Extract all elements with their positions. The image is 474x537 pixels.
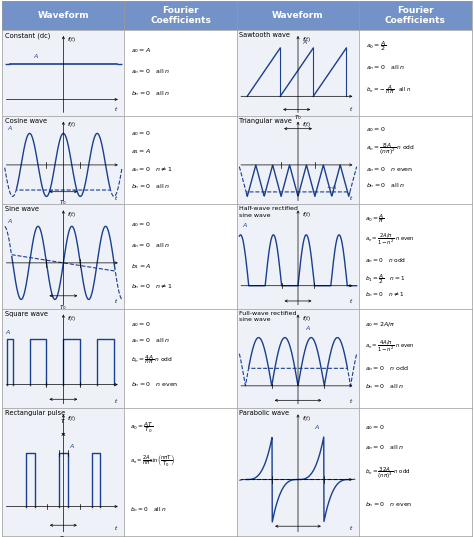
Text: $t$: $t$ <box>348 194 353 202</box>
Text: $a_0 = 0$: $a_0 = 0$ <box>131 220 151 229</box>
Text: $b_n = 0\quad n\neq1$: $b_n = 0\quad n\neq1$ <box>131 282 173 292</box>
Text: $A$: $A$ <box>305 324 311 332</box>
Text: $f(t)$: $f(t)$ <box>67 314 77 323</box>
Text: $f(t)$: $f(t)$ <box>67 414 77 423</box>
Text: $a_n = \dfrac{8A}{(n\pi)^2}\;n$ odd: $a_n = \dfrac{8A}{(n\pi)^2}\;n$ odd <box>366 141 414 156</box>
Text: $b_n = 0\quad$all $n$: $b_n = 0\quad$all $n$ <box>365 382 404 391</box>
Text: $T_0$: $T_0$ <box>294 407 302 416</box>
Text: $-A$: $-A$ <box>326 183 337 191</box>
Text: $a_n = 0\quad n$ even: $a_n = 0\quad n$ even <box>366 165 413 175</box>
Text: Fourier
Coefficients: Fourier Coefficients <box>385 6 446 25</box>
Text: $a_0 = A$: $a_0 = A$ <box>131 46 151 55</box>
Text: Sawtooth wave: Sawtooth wave <box>239 32 291 38</box>
Text: $A$: $A$ <box>5 328 11 336</box>
Text: $t$: $t$ <box>348 297 353 306</box>
Text: $t$: $t$ <box>114 397 118 404</box>
Text: $a_n = \dfrac{4A/\pi}{1-n^2}\;n$ even: $a_n = \dfrac{4A/\pi}{1-n^2}\;n$ even <box>365 338 414 354</box>
Text: $f(t)$: $f(t)$ <box>301 209 311 219</box>
Text: Constant (dc): Constant (dc) <box>5 32 50 39</box>
Text: Parabolic wave: Parabolic wave <box>239 410 290 416</box>
Text: $a_n = 0\quad n$ odd: $a_n = 0\quad n$ odd <box>365 257 406 265</box>
Text: Waveform: Waveform <box>272 11 324 20</box>
Text: $T_0$: $T_0$ <box>294 535 302 537</box>
Text: $b_n = 0\quad n$ even: $b_n = 0\quad n$ even <box>131 380 179 389</box>
Text: $T_0$: $T_0$ <box>59 534 67 537</box>
Text: $f(t)$: $f(t)$ <box>301 120 311 129</box>
Text: $T_0$: $T_0$ <box>59 406 67 415</box>
Text: $A$: $A$ <box>69 441 75 449</box>
Text: $a_0 = 0$: $a_0 = 0$ <box>365 423 384 432</box>
Text: Fourier
Coefficients: Fourier Coefficients <box>150 6 211 25</box>
Text: $a_0 = 0$: $a_0 = 0$ <box>131 321 151 329</box>
Text: Cosine wave: Cosine wave <box>5 118 47 124</box>
Text: $t$: $t$ <box>348 397 353 404</box>
Text: $t$: $t$ <box>348 524 353 532</box>
Text: $A$: $A$ <box>302 38 308 46</box>
Text: Full-wave rectified
sine wave: Full-wave rectified sine wave <box>239 310 297 322</box>
Text: $a_n = 0\quad n$ odd: $a_n = 0\quad n$ odd <box>365 364 408 373</box>
Text: $a_0 = \dfrac{AT}{T_0}$: $a_0 = \dfrac{AT}{T_0}$ <box>130 420 154 435</box>
Text: Half-wave rectified
sine wave: Half-wave rectified sine wave <box>239 206 298 217</box>
Text: $f(t)$: $f(t)$ <box>67 209 77 219</box>
Text: $a_n = 0\quad$all $n$: $a_n = 0\quad$all $n$ <box>131 67 171 76</box>
Text: $a_0 = 0$: $a_0 = 0$ <box>366 125 386 134</box>
Text: $a_0 = \dfrac{A}{\pi}$: $a_0 = \dfrac{A}{\pi}$ <box>365 213 384 226</box>
Text: $b_1 = \dfrac{A}{2}\quad n=1$: $b_1 = \dfrac{A}{2}\quad n=1$ <box>365 272 405 286</box>
Text: $T_0$: $T_0$ <box>59 198 67 207</box>
Text: $f(t)$: $f(t)$ <box>301 35 311 44</box>
Text: $f(t)$: $f(t)$ <box>67 120 77 129</box>
Text: $a_1 = A$: $a_1 = A$ <box>131 147 151 156</box>
Text: $t$: $t$ <box>348 105 353 113</box>
Text: $f(t)$: $f(t)$ <box>67 35 77 44</box>
Text: $b_n = 0\quad$all $n$: $b_n = 0\quad$all $n$ <box>131 182 171 191</box>
Text: $b_n = 0\quad n$ even: $b_n = 0\quad n$ even <box>365 500 412 509</box>
Text: Triangular wave: Triangular wave <box>239 118 292 124</box>
Text: $a_n = \dfrac{2A}{n\pi}\sin\!\left(\dfrac{n\pi T}{T_0}\right)$: $a_n = \dfrac{2A}{n\pi}\sin\!\left(\dfra… <box>130 453 175 468</box>
Text: $b_n = 0\quad$all $n$: $b_n = 0\quad$all $n$ <box>130 505 167 514</box>
Text: $b_n = \dfrac{4A}{n\pi}\;n$ odd: $b_n = \dfrac{4A}{n\pi}\;n$ odd <box>131 353 173 366</box>
Text: $t$: $t$ <box>114 194 118 202</box>
Text: $a_0 = 0$: $a_0 = 0$ <box>131 129 151 138</box>
Text: $f(t)$: $f(t)$ <box>301 314 311 323</box>
Text: $t$: $t$ <box>114 297 118 306</box>
Text: $a_n = 0\quad$all $n$: $a_n = 0\quad$all $n$ <box>366 63 405 72</box>
Text: $a_n = 0\quad n\neq1$: $a_n = 0\quad n\neq1$ <box>131 165 173 173</box>
Text: $b_n = 0\quad$all $n$: $b_n = 0\quad$all $n$ <box>366 182 405 190</box>
Text: $T_0$: $T_0$ <box>294 308 302 317</box>
Text: $t$: $t$ <box>114 524 118 532</box>
Text: $a_n = 0\quad$all $n$: $a_n = 0\quad$all $n$ <box>365 444 404 452</box>
Text: $A$: $A$ <box>7 216 13 224</box>
Text: $a_n = 0\quad$all $n$: $a_n = 0\quad$all $n$ <box>131 241 171 250</box>
Text: $a_n = 0\quad$all $n$: $a_n = 0\quad$all $n$ <box>131 336 171 345</box>
Text: Sine wave: Sine wave <box>5 206 39 213</box>
Text: $T$: $T$ <box>60 417 66 425</box>
Text: Square wave: Square wave <box>5 310 48 317</box>
Text: $b_n = 0\quad$all $n$: $b_n = 0\quad$all $n$ <box>131 89 171 98</box>
Text: Waveform: Waveform <box>37 11 89 20</box>
Text: $A$: $A$ <box>33 52 39 60</box>
Text: $A$: $A$ <box>7 124 13 132</box>
Text: $b_n = \dfrac{32A}{(n\pi)^3}\;n$ odd: $b_n = \dfrac{32A}{(n\pi)^3}\;n$ odd <box>365 466 410 481</box>
Text: $f(t)$: $f(t)$ <box>301 414 311 423</box>
Text: $b_1 = A$: $b_1 = A$ <box>131 262 152 271</box>
Text: $b_n = -\dfrac{A}{n\pi}\quad$all $n$: $b_n = -\dfrac{A}{n\pi}\quad$all $n$ <box>366 84 411 96</box>
Text: $b_n = 0\quad n\neq1$: $b_n = 0\quad n\neq1$ <box>365 290 404 299</box>
Text: $a_0 = 2A/\pi$: $a_0 = 2A/\pi$ <box>365 321 395 329</box>
Text: $T_0$: $T_0$ <box>294 114 302 122</box>
Text: $A$: $A$ <box>242 221 248 229</box>
Text: Rectangular pulse: Rectangular pulse <box>5 410 65 416</box>
Text: $t$: $t$ <box>114 105 118 113</box>
Text: $T_0$: $T_0$ <box>59 303 67 312</box>
Text: $a_0 = \dfrac{A}{2}$: $a_0 = \dfrac{A}{2}$ <box>366 39 386 53</box>
Text: $T_0$: $T_0$ <box>293 115 301 125</box>
Text: $a_n = \dfrac{2A/\pi}{1-n^2}\;n$ even: $a_n = \dfrac{2A/\pi}{1-n^2}\;n$ even <box>365 231 414 247</box>
Text: $A$: $A$ <box>314 423 320 431</box>
